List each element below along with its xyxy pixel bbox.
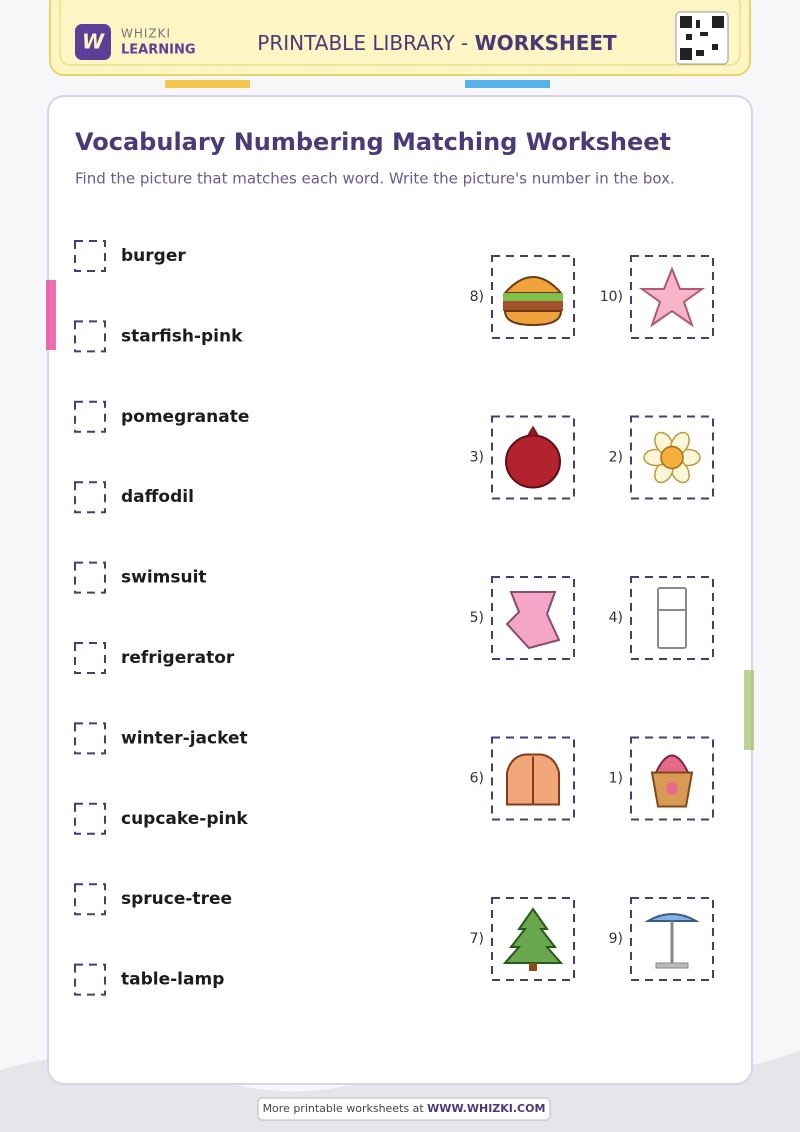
word: cupcake-pink [121, 809, 248, 829]
footer-text: More printable worksheets at WWW.WHIZKI.… [263, 1102, 546, 1115]
picture-number: 5) [470, 610, 484, 626]
picture-icon [644, 913, 700, 969]
icon [503, 301, 563, 311]
footer-pill [257, 1097, 551, 1121]
answer-box [74, 320, 106, 353]
picture-icon [643, 431, 701, 484]
worksheet-title: Vocabulary Numbering Matching Worksheet [75, 128, 671, 156]
picture-number: 1) [609, 771, 623, 787]
logo-mark [75, 24, 111, 60]
picture-box [630, 897, 714, 981]
answer-box [74, 963, 106, 996]
header-stripes [165, 80, 550, 88]
icon [666, 782, 678, 795]
word: table-lamp [121, 970, 224, 990]
word: refrigerator [121, 648, 235, 668]
picture-number: 10) [600, 289, 623, 305]
word: daffodil [121, 487, 194, 507]
word: winter-jacket [121, 728, 248, 748]
icon [638, 266, 706, 328]
answer-box [74, 561, 106, 594]
icon [660, 445, 684, 470]
answer-box [74, 722, 106, 755]
header-title-prefix: PRINTABLE LIBRARY - [257, 31, 474, 55]
word: burger [121, 246, 186, 266]
answer-box [74, 481, 106, 514]
icon [503, 293, 563, 301]
header-title: PRINTABLE LIBRARY - WORKSHEET [257, 31, 617, 55]
main-card [47, 95, 753, 1085]
icon [505, 434, 561, 489]
answer-box [74, 802, 106, 835]
picture-box [491, 736, 575, 821]
picture-box [630, 415, 714, 500]
picture-grid: 8) 10) 3) 2) 5) 4) 6) 1) 7) 9) [470, 255, 714, 981]
icon [527, 425, 539, 436]
icon [655, 962, 689, 969]
word: pomegranate [121, 407, 249, 427]
icon [505, 591, 561, 650]
header-title-bold: WORKSHEET [475, 31, 617, 55]
answer-box [74, 240, 106, 272]
icon [529, 963, 537, 971]
instructions: Find the picture that matches each word.… [75, 170, 675, 188]
word: spruce-tree [121, 889, 232, 909]
picture-number: 2) [609, 450, 623, 466]
picture-box [491, 415, 575, 500]
answer-box [74, 642, 106, 674]
icon [657, 587, 687, 649]
icon [644, 913, 700, 922]
word: swimsuit [121, 568, 207, 588]
word: starfish-pink [121, 326, 243, 346]
word-list: burger starfish-pink pomegranate daffodil sw… [74, 240, 249, 996]
picture-number: 3) [470, 450, 484, 466]
picture-box [630, 736, 714, 821]
picture-number: 8) [470, 289, 484, 305]
picture-icon [506, 753, 560, 806]
picture-box [630, 576, 714, 660]
picture-box [491, 897, 575, 981]
picture-icon [502, 907, 564, 971]
picture-box [491, 255, 575, 339]
icon [503, 310, 563, 327]
logo-top: WHIZKI [121, 27, 171, 41]
picture-icon [650, 754, 694, 808]
picture-icon [502, 276, 564, 327]
picture-icon [505, 591, 561, 650]
footer-link: WWW.WHIZKI.COM [427, 1102, 545, 1115]
picture-box [491, 576, 575, 660]
side-stripe [744, 670, 754, 750]
qr-pattern [680, 16, 724, 60]
side-stripe [46, 280, 56, 350]
footer-prefix: More printable worksheets at [263, 1102, 428, 1115]
answer-box [74, 883, 106, 916]
picture-icon [638, 266, 706, 328]
icon [502, 276, 564, 294]
picture-number: 6) [470, 771, 484, 787]
picture-number: 9) [609, 931, 623, 947]
logo-bottom: LEARNING [121, 43, 196, 58]
logo-letter: W [82, 30, 105, 54]
header-band [49, 0, 751, 76]
header-inner [59, 0, 741, 66]
picture-icon [657, 587, 687, 649]
picture-number: 7) [470, 931, 484, 947]
picture-number: 4) [609, 610, 623, 626]
picture-box [630, 255, 714, 339]
answer-box [74, 400, 106, 433]
picture-icon [505, 425, 561, 489]
